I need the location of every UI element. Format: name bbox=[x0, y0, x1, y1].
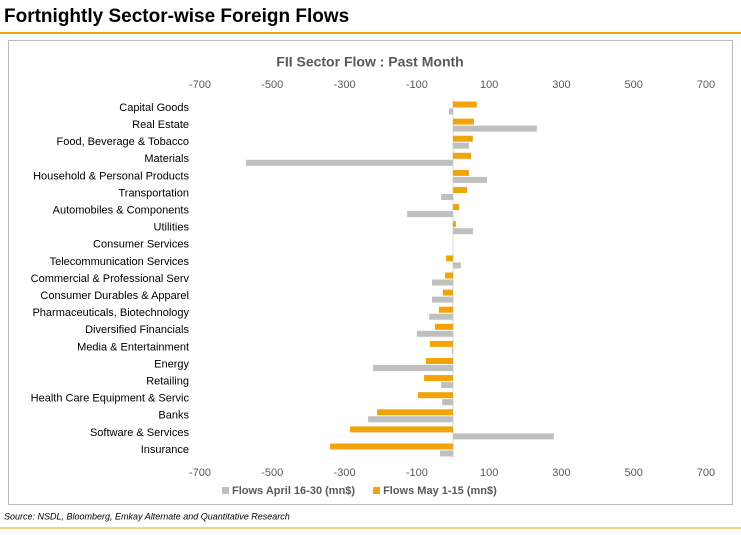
x-tick-label: 500 bbox=[625, 79, 643, 91]
legend-label: Flows May 1-15 (mn$) bbox=[383, 485, 497, 497]
bar bbox=[425, 358, 453, 364]
y-tick-label: Health Care Equipment & Servic bbox=[31, 393, 190, 405]
bar bbox=[438, 306, 453, 313]
y-tick-label: Commercial & Professional Serv bbox=[31, 273, 190, 285]
bar bbox=[349, 426, 453, 433]
y-tick-label: Energy bbox=[154, 358, 189, 370]
x-tick-label: 300 bbox=[552, 467, 570, 479]
bar bbox=[453, 228, 473, 235]
bar bbox=[245, 159, 453, 166]
y-tick-label: Capital Goods bbox=[119, 102, 189, 114]
bar bbox=[453, 169, 469, 176]
bar bbox=[432, 279, 453, 286]
y-tick-label: Retailing bbox=[146, 376, 189, 388]
y-tick-label: Software & Services bbox=[90, 427, 190, 439]
bar bbox=[453, 142, 469, 149]
bar bbox=[442, 399, 453, 406]
bar bbox=[330, 443, 453, 450]
bar bbox=[453, 152, 472, 159]
y-tick-label: Materials bbox=[144, 153, 189, 165]
bar bbox=[445, 272, 453, 279]
y-tick-label: Household & Personal Products bbox=[33, 170, 189, 182]
bar bbox=[377, 409, 453, 416]
bar bbox=[449, 108, 453, 115]
x-tick-label: -300 bbox=[334, 79, 356, 91]
source-note: Source: NSDL, Bloomberg, Emkay Alternate… bbox=[4, 511, 290, 521]
chart-frame bbox=[8, 40, 733, 505]
bar bbox=[407, 211, 453, 218]
x-tick-label: 100 bbox=[480, 79, 498, 91]
y-tick-label: Pharmaceuticals, Biotechnology bbox=[32, 307, 189, 319]
y-tick-label: Insurance bbox=[141, 444, 189, 456]
x-tick-label: -500 bbox=[261, 79, 283, 91]
x-tick-label: 500 bbox=[625, 467, 643, 479]
page-title: Fortnightly Sector-wise Foreign Flows bbox=[4, 6, 349, 27]
bar bbox=[424, 375, 453, 382]
bar bbox=[453, 433, 554, 440]
bar bbox=[453, 101, 477, 108]
bar bbox=[453, 204, 460, 211]
x-tick-label: -700 bbox=[189, 467, 211, 479]
bar bbox=[429, 313, 453, 320]
bar bbox=[429, 340, 453, 347]
bar bbox=[453, 135, 473, 142]
bar bbox=[416, 330, 453, 337]
bar bbox=[453, 221, 456, 228]
bar bbox=[439, 450, 453, 457]
bar bbox=[368, 416, 453, 423]
y-tick-label: Media & Entertainment bbox=[77, 341, 189, 353]
bar bbox=[453, 187, 468, 193]
y-tick-label: Food, Beverage & Tobacco bbox=[57, 136, 190, 148]
bar bbox=[441, 194, 453, 200]
y-tick-label: Transportation bbox=[118, 187, 189, 199]
y-tick-label: Consumer Services bbox=[93, 239, 189, 251]
x-tick-label: -100 bbox=[406, 79, 428, 91]
chart-title: FII Sector Flow : Past Month bbox=[276, 54, 463, 70]
y-tick-label: Diversified Financials bbox=[85, 324, 189, 336]
y-tick-label: Banks bbox=[158, 410, 189, 422]
bar bbox=[453, 262, 461, 269]
bar bbox=[453, 176, 487, 183]
bar bbox=[441, 382, 453, 389]
x-tick-label: 100 bbox=[480, 467, 498, 479]
y-tick-label: Telecommunication Services bbox=[50, 256, 190, 268]
x-tick-label: -300 bbox=[334, 467, 356, 479]
x-tick-label: -100 bbox=[406, 467, 428, 479]
legend-label: Flows April 16-30 (mn$) bbox=[232, 485, 355, 497]
bar bbox=[373, 365, 453, 371]
legend-swatch bbox=[222, 487, 229, 494]
bar bbox=[453, 118, 474, 125]
bar bbox=[451, 347, 453, 354]
bar bbox=[417, 392, 453, 399]
y-tick-label: Utilities bbox=[154, 222, 190, 234]
bar bbox=[432, 296, 453, 303]
y-tick-label: Real Estate bbox=[132, 119, 189, 131]
x-tick-label: 700 bbox=[697, 79, 715, 91]
bar bbox=[434, 323, 453, 330]
x-tick-label: 300 bbox=[552, 79, 570, 91]
x-tick-label: 700 bbox=[697, 467, 715, 479]
y-tick-label: Automobiles & Components bbox=[53, 205, 190, 217]
x-tick-label: -500 bbox=[261, 467, 283, 479]
y-tick-label: Consumer Durables & Apparel bbox=[40, 290, 189, 302]
legend-swatch bbox=[373, 487, 381, 494]
x-tick-label: -700 bbox=[189, 79, 211, 91]
bar bbox=[442, 289, 453, 296]
bar bbox=[453, 125, 537, 132]
bar bbox=[446, 255, 453, 262]
